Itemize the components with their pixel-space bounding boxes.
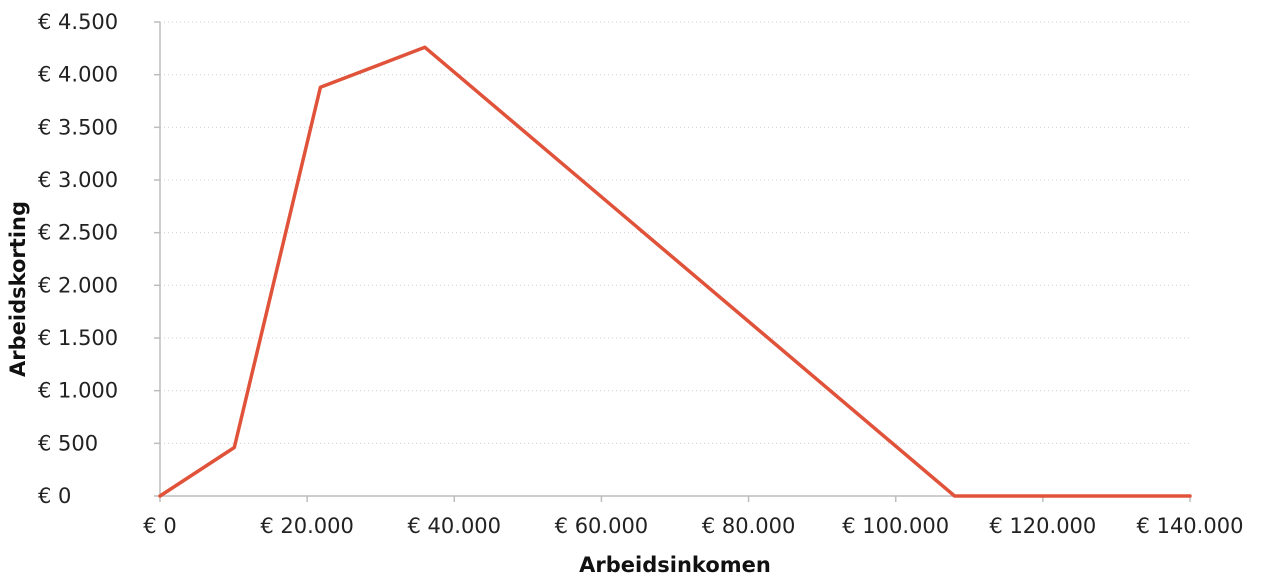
x-tick-label: € 100.000 — [842, 514, 949, 538]
y-tick-label: € 4.000 — [38, 63, 118, 87]
y-tick-label: € 2.000 — [38, 273, 118, 297]
x-tick-label: € 60.000 — [555, 514, 649, 538]
y-tick-label: € 3.500 — [38, 115, 118, 139]
y-tick-label: € 500 — [38, 431, 98, 455]
x-axis-ticks: € 0 € 20.000 € 40.000 € 60.000 € 80.000 € 100… — [143, 496, 1243, 538]
y-tick-label: € 1.000 — [38, 379, 118, 403]
x-tick-label: € 80.000 — [702, 514, 796, 538]
y-tick-label: € 3.000 — [38, 168, 118, 192]
x-tick-label: € 40.000 — [408, 514, 502, 538]
y-tick-label: € 0 — [38, 484, 71, 508]
x-tick-label: € 20.000 — [260, 514, 354, 538]
x-tick-label: € 140.000 — [1137, 514, 1244, 538]
gridlines — [160, 21, 1190, 444]
y-tick-label: € 2.500 — [38, 221, 118, 245]
x-axis-title: Arbeidsinkomen — [579, 553, 771, 577]
series-line — [158, 45, 1192, 498]
y-tick-label: € 1.500 — [38, 326, 118, 350]
y-tick-label: € 4.500 — [38, 10, 118, 34]
x-tick-label: € 120.000 — [989, 514, 1096, 538]
x-tick-label: € 0 — [143, 514, 176, 538]
y-axis-ticks: € 0 € 500 € 1.000 € 1.500 € 2.000 € 2.500 € 3.… — [38, 10, 160, 508]
series-layer — [158, 45, 1192, 498]
y-axis-title: Arbeidskorting — [6, 201, 30, 377]
